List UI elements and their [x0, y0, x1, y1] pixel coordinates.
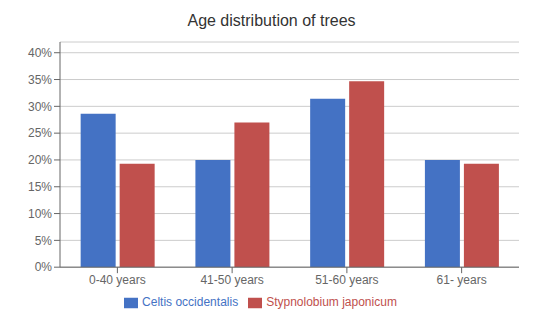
svg-text:10%: 10%: [28, 207, 52, 221]
svg-text:30%: 30%: [28, 100, 52, 114]
svg-text:0%: 0%: [35, 260, 53, 274]
svg-text:51-60 years: 51-60 years: [315, 273, 378, 287]
html-text:Celtis occidentalis: Celtis occidentalis: [142, 295, 239, 310]
html-text:Age distribution of trees: Age distribution of trees: [187, 12, 356, 29]
svg-text:40%: 40%: [28, 46, 52, 60]
svg-text:25%: 25%: [28, 126, 52, 140]
svg-text:61- years: 61- years: [437, 273, 487, 287]
svg-text:15%: 15%: [28, 180, 52, 194]
svg-text:5%: 5%: [35, 234, 53, 248]
svg-text:41-50 years: 41-50 years: [200, 273, 263, 287]
html-text:Stypnolobium japonicum: Stypnolobium japonicum: [266, 295, 397, 310]
svg-text:20%: 20%: [28, 153, 52, 167]
svg-text:0-40 years: 0-40 years: [89, 273, 146, 287]
svg-text:35%: 35%: [28, 73, 52, 87]
